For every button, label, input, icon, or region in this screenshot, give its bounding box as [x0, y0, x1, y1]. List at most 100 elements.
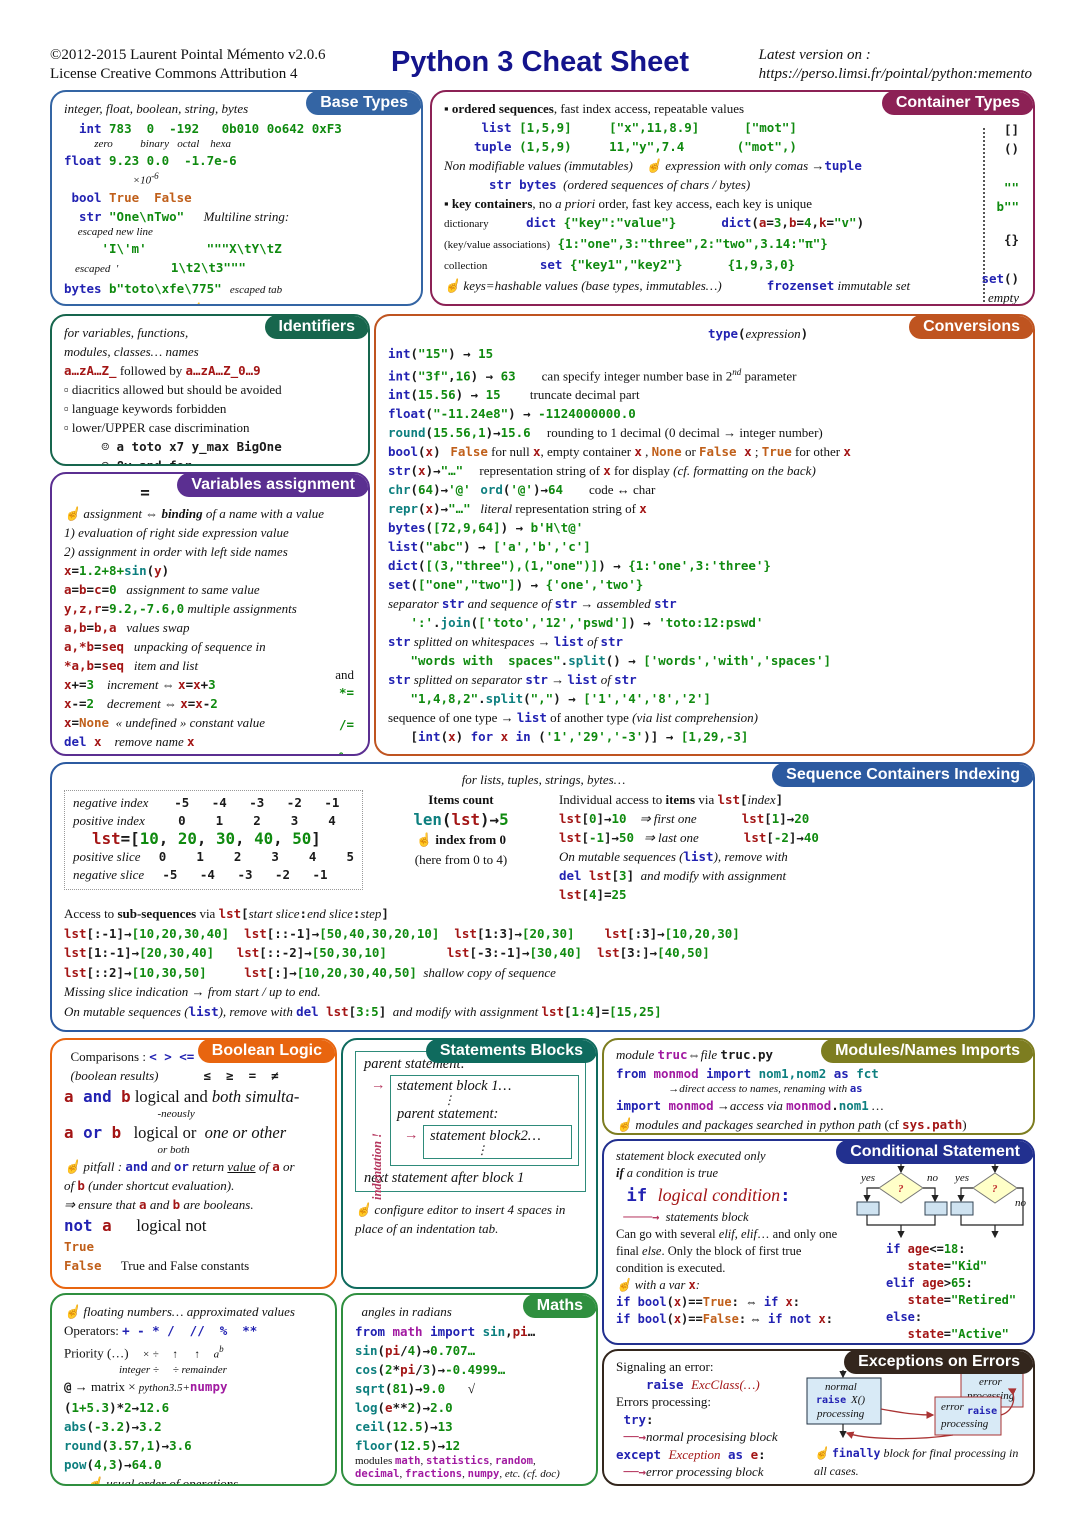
- text-segment: log: [355, 1400, 378, 1415]
- svg-text:normal: normal: [825, 1381, 857, 1393]
- text-line: {}: [981, 230, 1019, 249]
- text-segment: « undefined » constant value: [109, 715, 266, 730]
- text-segment: list: [683, 849, 714, 864]
- text-line: ▪ key containers, no a priori order, fas…: [444, 194, 1023, 213]
- text-segment: block for final processing in all cases.: [814, 1446, 1019, 1478]
- text-segment: b'H\t@': [530, 520, 584, 536]
- text-segment: , no: [532, 196, 556, 211]
- text-segment: 3.6: [169, 1438, 192, 1454]
- text-segment: 1.2+8+: [79, 563, 125, 578]
- text-segment: x: [180, 696, 188, 711]
- statements-blocks-badge: Statements Blocks: [425, 1040, 596, 1063]
- text-segment: (: [410, 463, 419, 479]
- text-segment: Can go with several: [616, 1227, 719, 1241]
- text-line: place of an indentation tab.: [355, 1219, 586, 1238]
- text-segment: lst: [581, 868, 612, 883]
- text-segment: 3: [86, 677, 95, 692]
- text-segment: {'one','two'}: [545, 577, 644, 593]
- text-segment: ]→: [788, 830, 804, 845]
- text-segment: cos: [355, 1362, 378, 1377]
- text-segment: followed by: [116, 363, 186, 378]
- text-segment: [: [581, 811, 590, 826]
- identifiers-box: Identifiers for variables, functions, mod…: [50, 314, 370, 466]
- text-segment: [: [740, 792, 748, 807]
- text-segment: del: [64, 734, 87, 749]
- conditional-body: statement block executed only if a condit…: [616, 1148, 1023, 1328]
- statement-block-2: → statement block2… ⋮: [404, 1125, 572, 1159]
- text-line: of b (under shortcut evaluation).: [64, 1176, 325, 1195]
- text-segment: item and list: [124, 658, 199, 673]
- text-segment: =: [94, 658, 102, 673]
- text-line: Non modifiable values (immutables) ☝ exp…: [444, 156, 1023, 175]
- text-segment: lst: [229, 925, 267, 941]
- text-segment: sys.path: [902, 1117, 963, 1132]
- text-segment: (ordered sequences of chars / bytes): [556, 177, 751, 192]
- text-segment: (: [738, 326, 746, 341]
- text-line: positive slice 0 1 2 3 4 5: [73, 848, 354, 866]
- svg-text:processing: processing: [816, 1408, 865, 1420]
- text-segment: 2) assignment in order with left side na…: [64, 544, 288, 559]
- text-line: import monmod →access via monmod.nom1 …: [616, 1096, 1023, 1115]
- text-segment: ,: [462, 1468, 468, 1480]
- copyright-line1: ©2012-2015 Laurent Pointal Mémento v2.0.…: [50, 47, 326, 63]
- text-segment: 15.6: [500, 425, 531, 441]
- text-segment: Non modifiable values (immutables): [444, 158, 633, 173]
- text-line: statement block executed only: [616, 1148, 1023, 1165]
- text-line: repr(x)→"…" literal representation strin…: [388, 499, 1023, 518]
- text-segment: ) →: [500, 520, 531, 536]
- text-segment: [: [241, 906, 249, 921]
- text-segment: '@': [510, 482, 533, 498]
- text-line: a,b=b,a values swap: [64, 618, 358, 637]
- text-segment: 3: [422, 1362, 431, 1377]
- conversions-box: Conversions type(expression) int("15") → …: [374, 314, 1035, 756]
- text-segment: sin: [124, 563, 147, 578]
- text-line: dict([(3,"three"),(1,"one")]) → {1:'one'…: [388, 556, 1023, 575]
- text-segment: 81: [392, 1381, 408, 1396]
- text-segment: lst: [558, 811, 582, 826]
- text-segment: {1:'one',3:'three'}: [628, 558, 771, 574]
- text-segment: /: [415, 1362, 423, 1377]
- text-segment: ☝ usual order of operations: [64, 1476, 239, 1486]
- text-segment: =: [71, 715, 80, 730]
- text-segment: frozenset: [721, 278, 835, 293]
- text-segment: separator: [388, 596, 442, 612]
- text-segment: ,: [420, 1455, 426, 1467]
- text-segment: and: [83, 1087, 112, 1106]
- text-segment: [:-1]→: [86, 925, 132, 941]
- text-line: lst[0]→10 ⇒ first one lst[1]→20: [559, 809, 1023, 828]
- text-line: round(3.57,1)→3.6: [64, 1436, 325, 1455]
- text-segment: floor: [355, 1438, 393, 1453]
- text-segment: end slice: [307, 906, 353, 921]
- text-segment: pi: [400, 1362, 416, 1377]
- text-line: x=None « undefined » constant value: [64, 713, 358, 732]
- text-segment: and: [464, 596, 491, 612]
- text-line: *a,b=seq item and list: [64, 656, 358, 675]
- text-segment: [::2]→: [86, 964, 132, 980]
- text-segment: 783 0 -192 0b010 0o642 0xF3: [101, 121, 342, 136]
- text-segment: a condition is true: [623, 1166, 719, 1180]
- text-line: module truc⇔file truc.py: [616, 1045, 1023, 1064]
- text-segment: None: [651, 444, 682, 460]
- text-segment: ,: [811, 215, 819, 230]
- text-segment: str: [388, 634, 411, 650]
- text-segment: ("mot",): [684, 139, 797, 154]
- text-segment: [20,30]: [521, 925, 575, 941]
- text-segment: set: [388, 577, 411, 593]
- text-segment: x: [634, 444, 642, 460]
- text-segment: "v": [834, 215, 857, 230]
- text-line: not a logical not: [64, 1214, 325, 1237]
- text-segment: if not: [767, 1312, 812, 1326]
- text-segment: x: [688, 1278, 696, 1292]
- text-segment: and modify with assignment: [386, 1003, 542, 1019]
- text-segment: x: [64, 677, 72, 692]
- text-segment: ord: [480, 482, 503, 498]
- text-segment: in: [515, 729, 531, 745]
- svg-text:error: error: [979, 1376, 1003, 1388]
- text-line: escaped ' 1\t2\t3""": [64, 258, 411, 279]
- text-line: elif age>65:: [886, 1275, 1016, 1292]
- text-segment: "1,4,8,2": [388, 691, 479, 707]
- text-segment: lst: [218, 906, 242, 921]
- text-segment: -: [202, 696, 211, 711]
- text-segment: ▪ key containers: [444, 196, 533, 211]
- text-segment: ⇒ first one: [626, 811, 697, 826]
